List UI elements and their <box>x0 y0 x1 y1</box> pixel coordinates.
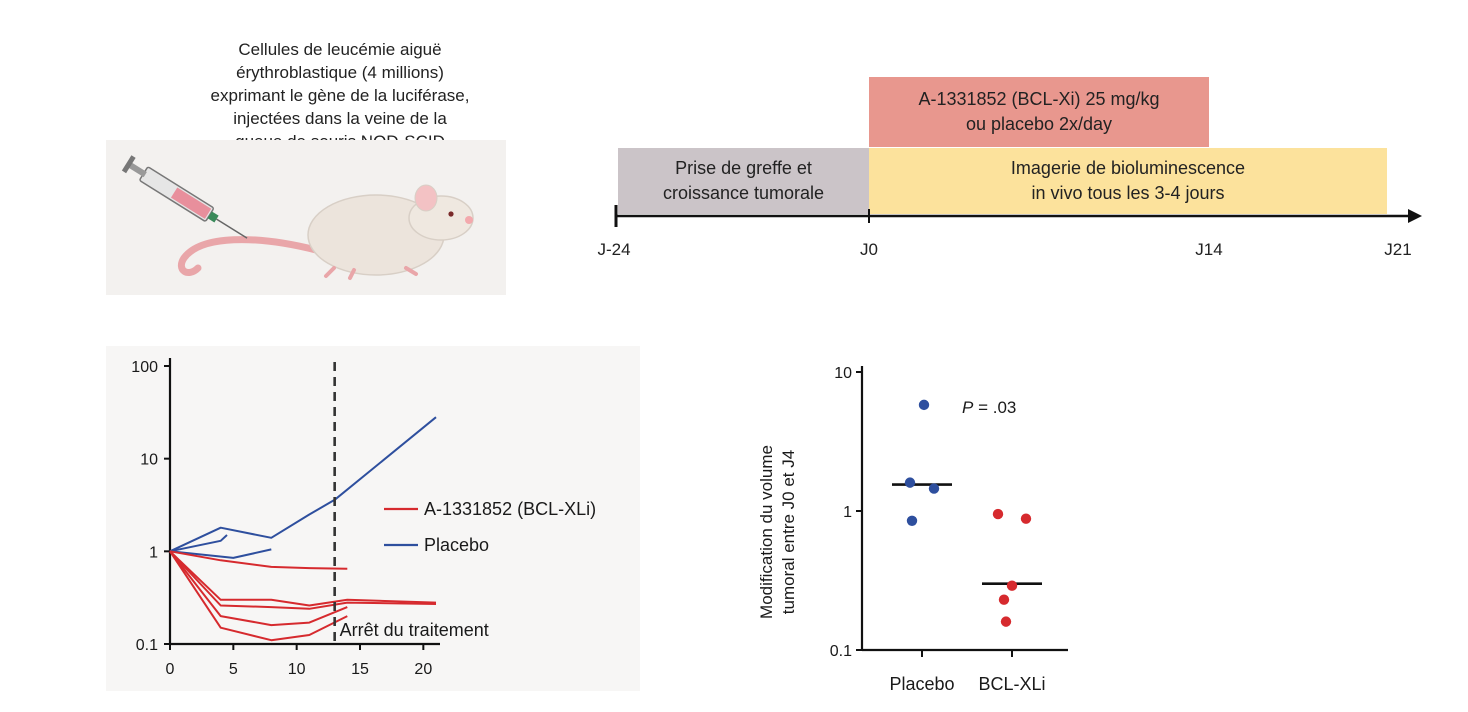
data-point-bcl-xli <box>992 508 1004 520</box>
line-chart-series <box>169 416 437 642</box>
data-point-placebo <box>928 483 940 494</box>
engraftment-box: Prise de greffe et croissance tumorale <box>618 148 869 214</box>
legend-label-placebo: Placebo <box>424 535 489 555</box>
y-tick-label: 0.1 <box>136 637 158 654</box>
mouse-ear <box>414 184 438 212</box>
p-value-text: = .03 <box>973 398 1016 417</box>
timeline-arrow-icon <box>1408 209 1422 223</box>
timeline-tick-label: J0 <box>860 240 878 259</box>
syringe-icon <box>121 155 248 239</box>
series-line-bcl-xli <box>169 550 348 627</box>
engraftment-line: croissance tumorale <box>662 183 825 203</box>
scatter-y-tick-label: 1 <box>843 504 852 521</box>
series-line-placebo <box>169 534 228 553</box>
treatment-line: ou placebo 2x/day <box>965 114 1113 134</box>
scatter-y-tick-label: 10 <box>834 365 852 382</box>
data-point-bcl-xli <box>1006 580 1018 591</box>
mouse-eye <box>448 211 454 217</box>
x-tick-label: 5 <box>229 661 238 678</box>
x-tick-label: 0 <box>166 661 175 678</box>
scatter-x-tick-label: BCL-XLi <box>978 674 1045 694</box>
injection-line: injectées dans la veine de la <box>233 109 447 128</box>
line-chart-legend: A-1331852 (BCL-XLi) Placebo <box>384 499 596 555</box>
injection-line: Cellules de leucémie aiguë <box>238 40 442 59</box>
series-line-bcl-xli <box>169 550 348 642</box>
imaging-line: Imagerie de bioluminescence <box>1010 158 1246 178</box>
legend-label-bcl-xli: A-1331852 (BCL-XLi) <box>424 499 596 519</box>
mouse-tail <box>177 236 320 276</box>
x-tick-label: 20 <box>414 661 432 678</box>
data-point-bcl-xli <box>1020 513 1032 524</box>
imaging-box: Imagerie de bioluminescence in vivo tous… <box>869 148 1387 214</box>
data-point-placebo <box>906 515 918 527</box>
data-point-placebo <box>904 477 916 488</box>
p-value-annotation: P = .03 <box>962 398 1016 417</box>
tumor-growth-line-chart: 100 10 1 0.1 0 5 10 15 20 Arrêt du traitement A-… <box>106 346 640 691</box>
treatment-box: A-1331852 (BCL-Xi) 25 mg/kg ou placebo 2… <box>869 77 1209 147</box>
treatment-stop-label: Arrêt du traitement <box>340 620 489 640</box>
series-line-bcl-xli <box>169 550 437 610</box>
y-tick-label: 10 <box>140 452 158 469</box>
y-tick-label: 1 <box>149 544 158 561</box>
scatter-axes: 10 1 0.1 Placebo BCL-XLi <box>830 365 1068 694</box>
y-tick-label: 100 <box>131 359 158 376</box>
data-point-bcl-xli <box>998 594 1010 605</box>
p-value-symbol: P <box>962 398 974 417</box>
x-tick-label: 10 <box>288 661 306 678</box>
tumor-volume-scatter-chart: Modification du volume tumoral entre J0 … <box>748 346 1108 701</box>
data-point-bcl-xli <box>1000 616 1012 627</box>
injection-line: érythroblastique (4 millions) <box>236 63 444 82</box>
injection-description: Cellules de leucémie aiguë érythroblasti… <box>150 38 530 153</box>
timeline-tick-label: J14 <box>1195 240 1223 259</box>
data-point-placebo <box>918 399 930 411</box>
scatter-y-tick-label: 0.1 <box>830 643 852 660</box>
series-line-placebo <box>169 548 272 559</box>
scatter-ylabel-line: tumoral entre J0 et J4 <box>779 450 798 614</box>
timeline-tick-label: J21 <box>1384 240 1412 259</box>
scatter-x-tick-label: Placebo <box>889 674 954 694</box>
scatter-ylabel-line: Modification du volume <box>757 445 776 619</box>
series-line-bcl-xli <box>169 550 348 570</box>
engraftment-line: Prise de greffe et <box>675 158 812 178</box>
timeline-tick-label: J-24 <box>597 240 631 259</box>
scatter-points <box>892 399 1042 627</box>
series-line-bcl-xli <box>169 550 437 607</box>
x-tick-label: 15 <box>351 661 369 678</box>
injection-line: exprimant le gène de la luciférase, <box>210 86 470 105</box>
timeline-axis <box>614 205 1422 227</box>
treatment-line: A-1331852 (BCL-Xi) 25 mg/kg <box>918 89 1160 109</box>
line-chart-axes: 100 10 1 0.1 0 5 10 15 20 <box>131 358 440 678</box>
series-line-placebo <box>169 416 437 553</box>
imaging-line: in vivo tous les 3-4 jours <box>1031 183 1225 203</box>
mouse-injection-illustration <box>106 140 506 295</box>
